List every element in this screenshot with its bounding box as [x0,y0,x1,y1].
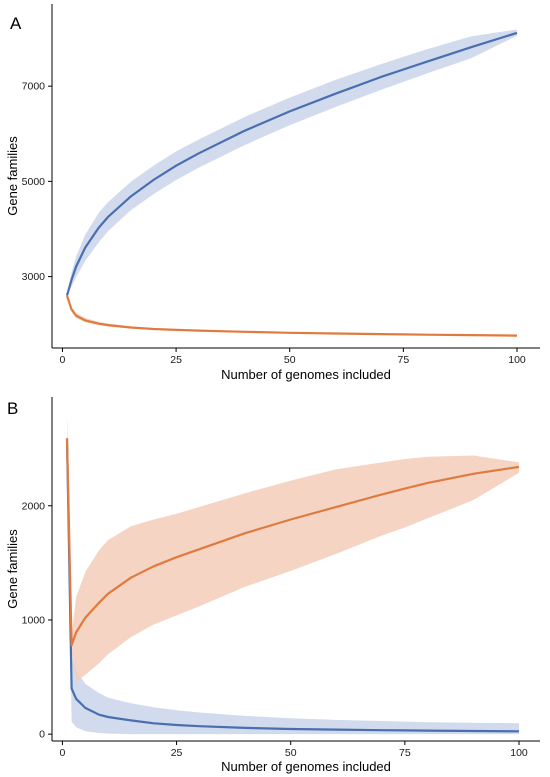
panel-b-series-2-line [65,438,520,647]
panel-a-y-tick-label: 5000 [22,176,46,188]
panel-a-label: A [10,14,22,33]
panel-a-x-axis-title: Number of genomes included [221,367,391,382]
panel-a-series-2-band [67,295,517,336]
panel-a-x-tick-label: 100 [508,354,526,366]
panel-a-series-1-band [67,29,517,296]
panel-a-y-tick-label: 7000 [22,81,46,93]
panel-a-x-tick-label: 50 [284,354,296,366]
panel-a-x-tick-label: 0 [60,354,66,366]
panel-b-y-tick-label: 1000 [22,614,46,626]
panel-a-y-tick-label: 3000 [22,271,46,283]
panel-b-series-2-band [67,416,519,682]
panel-b-series-1-band [67,416,519,735]
panel-b-y-axis-title: Gene families [5,529,20,609]
panel-b-x-tick-label: 25 [171,747,183,759]
panel-b-x-tick-label: 100 [510,747,528,759]
panel-b-series-1-line [65,438,520,733]
panel-b-y-tick-label: 0 [39,729,45,741]
panel-b-x-axis-title: Number of genomes included [221,759,391,774]
panel-b-x-tick-label: 0 [60,747,66,759]
panel-a-x-tick-label: 75 [398,354,410,366]
panel-a: 0 25 50 75 100 3000 5000 7000 Number of genomes … [5,4,540,382]
panel-a-series-1-line [65,31,518,296]
panel-b-y-tick-label: 2000 [22,500,46,512]
panel-a-x-tick-label: 25 [170,354,182,366]
panel-a-series-2-line [65,295,518,337]
panel-b-x-tick-label: 75 [399,747,411,759]
panel-b-label: B [7,399,18,418]
panel-a-y-axis-title: Gene families [5,136,20,216]
panel-b-x-tick-label: 50 [285,747,297,759]
